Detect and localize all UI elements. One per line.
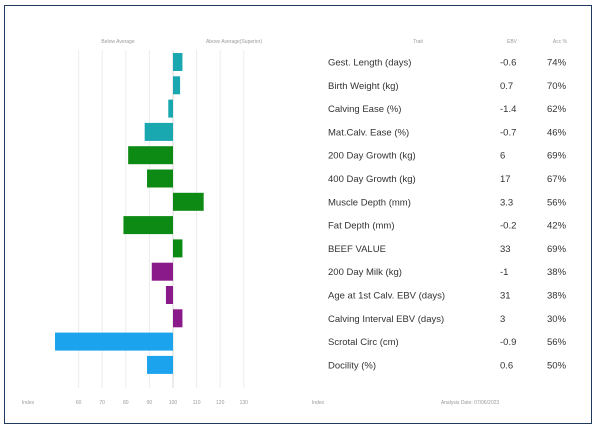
bar <box>151 262 173 281</box>
x-tick-label: 80 <box>123 400 129 406</box>
x-tick-label: 130 <box>240 400 249 406</box>
x-tick-label: 60 <box>76 400 82 406</box>
ebv-value: 0.7 <box>500 81 513 92</box>
ebv-value: -0.2 <box>500 221 516 232</box>
trait-label: Calving Interval EBV (days) <box>328 314 444 325</box>
bar <box>173 309 183 328</box>
x-tick-label: 70 <box>99 400 105 406</box>
trait-rows: Gest. Length (days) -0.6 74% Birth Weight (… <box>328 58 567 372</box>
ebv-value: 3.3 <box>500 197 513 208</box>
trait-label: 200 Day Growth (kg) <box>328 151 416 162</box>
bar <box>55 332 173 351</box>
x-axis-right-label: Index <box>312 400 325 406</box>
acc-value: 50% <box>547 360 567 371</box>
ebv-value: 3 <box>500 314 505 325</box>
acc-value: 74% <box>547 58 567 69</box>
x-axis-left-label: Index <box>22 400 35 406</box>
acc-value: 46% <box>547 127 567 138</box>
bar <box>173 192 204 211</box>
acc-value: 56% <box>547 337 567 348</box>
acc-value: 30% <box>547 314 567 325</box>
trait-label: Scrotal Circ (cm) <box>328 337 399 348</box>
trait-label: Gest. Length (days) <box>328 58 411 69</box>
above-average-header: Above Average(Superior) <box>206 39 262 45</box>
bar <box>173 239 183 258</box>
ebv-value: 33 <box>500 244 511 255</box>
trait-label: Muscle Depth (mm) <box>328 197 411 208</box>
acc-value: 42% <box>547 221 567 232</box>
bar <box>123 216 173 235</box>
ebv-value: -0.6 <box>500 58 516 69</box>
bar <box>173 53 183 71</box>
analysis-date: Analysis Date: 07/06/2023 <box>441 400 500 406</box>
bar-series <box>55 53 204 374</box>
trait-label: Docility (%) <box>328 360 376 371</box>
ebv-value: 0.6 <box>500 360 513 371</box>
bar <box>168 99 173 118</box>
acc-value: 70% <box>547 81 567 92</box>
bar <box>165 286 173 304</box>
trait-label: 400 Day Growth (kg) <box>328 174 416 185</box>
acc-value: 38% <box>547 291 567 302</box>
bar <box>147 355 173 374</box>
x-tick-label: 100 <box>169 400 178 406</box>
bar <box>173 76 181 95</box>
acc-value: 69% <box>547 151 567 162</box>
x-axis-ticks: 60 70 80 90 100 110 120 130 <box>76 400 248 406</box>
ebv-value: -1.4 <box>500 104 516 115</box>
below-average-header: Below Average <box>101 39 134 45</box>
bar <box>147 169 173 188</box>
trait-label: Fat Depth (mm) <box>328 221 395 232</box>
ebv-value: -0.9 <box>500 337 516 348</box>
ebv-value: 31 <box>500 291 511 302</box>
acc-value: 69% <box>547 244 567 255</box>
x-tick-label: 90 <box>147 400 153 406</box>
trait-column-header: Trait <box>413 39 423 45</box>
ebv-value: -0.7 <box>500 127 516 138</box>
trait-label: 200 Day Milk (kg) <box>328 267 402 278</box>
acc-value: 38% <box>547 267 567 278</box>
bar <box>128 146 173 165</box>
ebv-value: 17 <box>500 174 511 185</box>
ebv-value: -1 <box>500 267 508 278</box>
bar <box>144 122 173 141</box>
ebv-column-header: EBV <box>507 39 518 45</box>
x-tick-label: 120 <box>216 400 225 406</box>
trait-label: BEEF VALUE <box>328 244 386 255</box>
acc-value: 62% <box>547 104 567 115</box>
acc-column-header: Acc % <box>553 39 568 45</box>
trait-label: Mat.Calv. Ease (%) <box>328 127 409 138</box>
x-tick-label: 110 <box>193 400 201 406</box>
trait-label: Age at 1st Calv. EBV (days) <box>328 291 445 302</box>
acc-value: 56% <box>547 197 567 208</box>
trait-label: Birth Weight (kg) <box>328 81 399 92</box>
acc-value: 67% <box>547 174 567 185</box>
trait-label: Calving Ease (%) <box>328 104 401 115</box>
ebv-value: 6 <box>500 151 505 162</box>
